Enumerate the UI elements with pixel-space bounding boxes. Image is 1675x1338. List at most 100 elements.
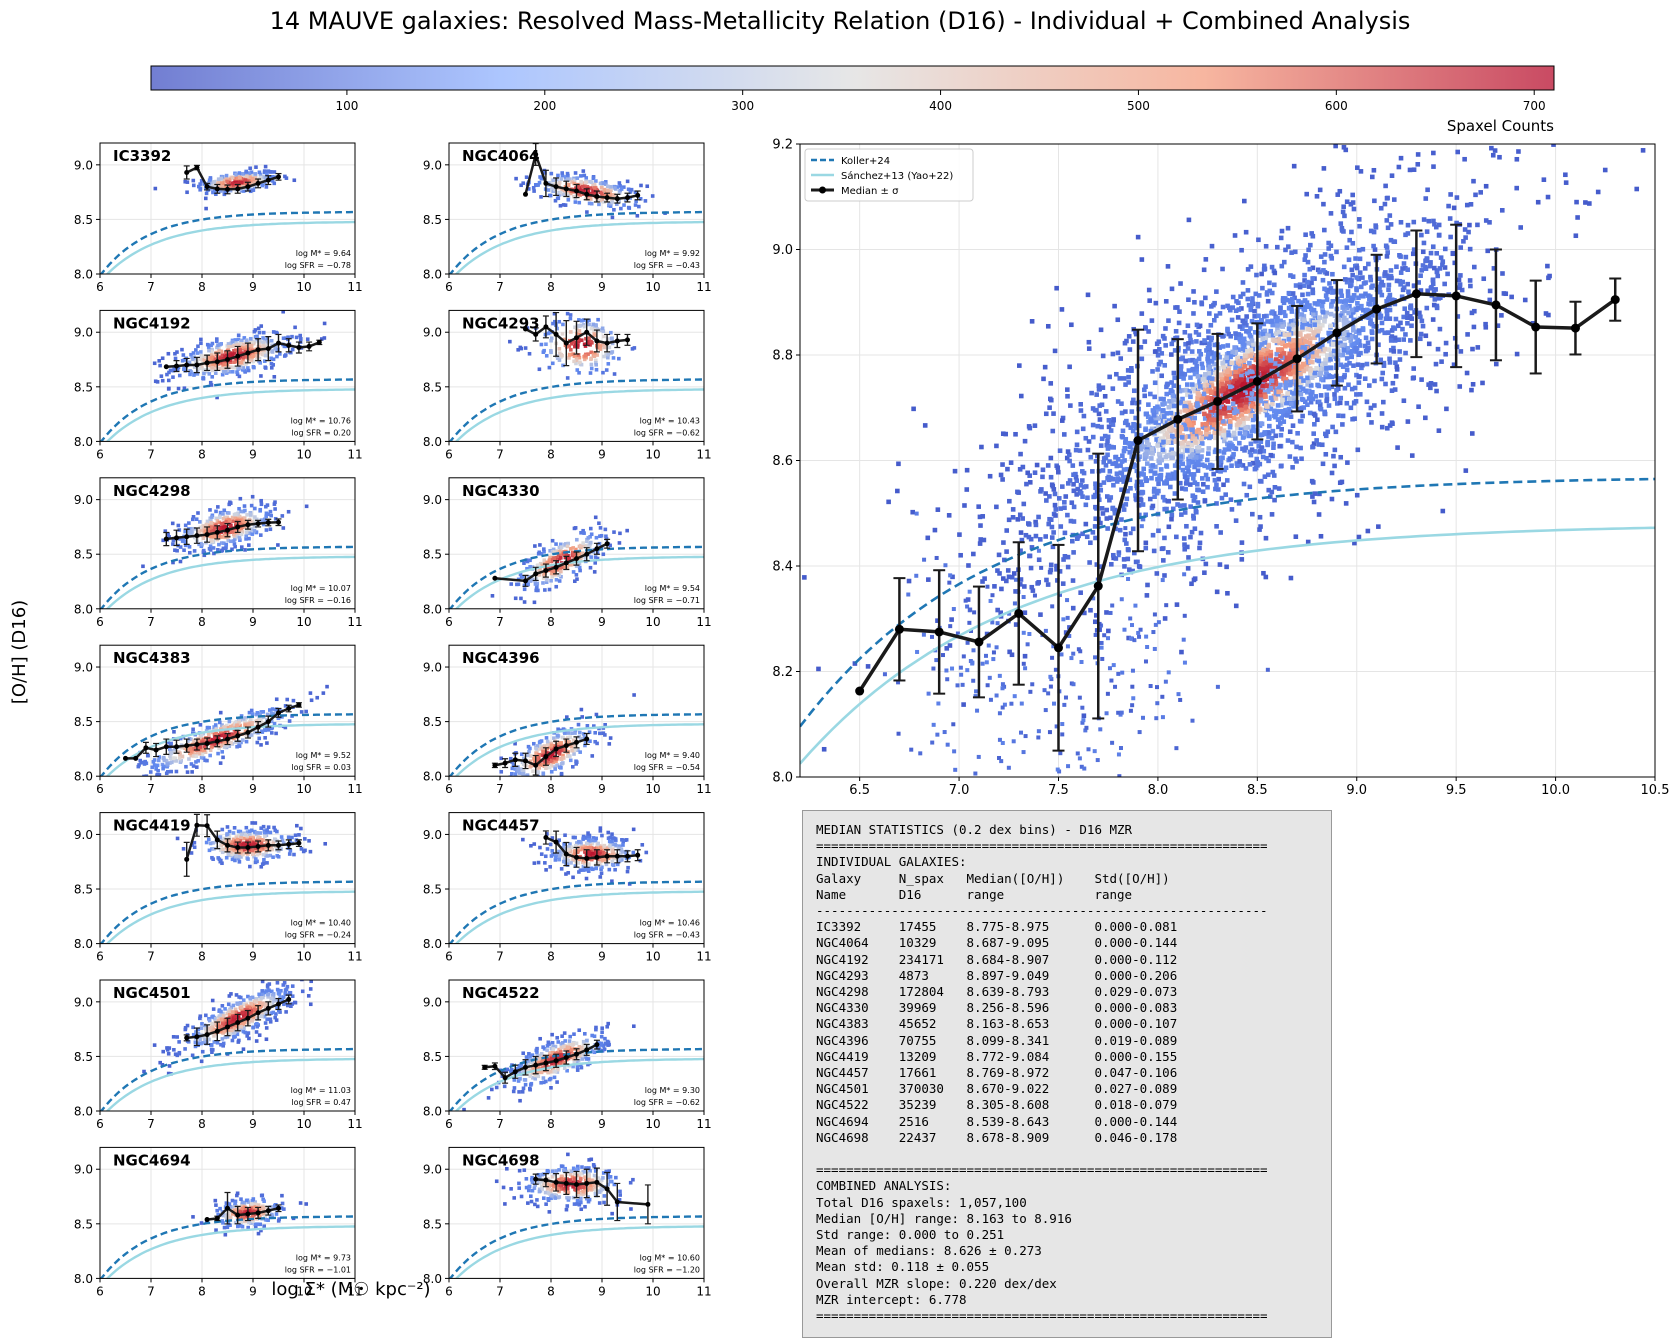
spaxel-point (587, 544, 592, 549)
spaxel-point (256, 835, 261, 839)
median-point (533, 331, 539, 337)
spaxel-point (591, 846, 596, 851)
spaxel-point (225, 723, 229, 728)
median-point (163, 536, 169, 542)
spaxel-point (238, 528, 242, 533)
spaxel-point (608, 543, 612, 548)
spaxel-point (572, 181, 576, 186)
median-point (265, 1005, 271, 1011)
spaxel-point (521, 1086, 526, 1091)
spaxel-point (533, 1076, 538, 1081)
spaxel-point (220, 353, 225, 358)
spaxel-point (208, 544, 213, 549)
spaxel-point (235, 512, 240, 516)
spaxel-point (610, 862, 615, 867)
spaxel-point (529, 754, 533, 758)
spaxel-point (303, 848, 307, 853)
spaxel-point (201, 756, 206, 760)
y-tick-label: 8.0 (74, 770, 93, 784)
spaxel-point (572, 1060, 577, 1065)
spaxel-point (547, 1077, 552, 1082)
spaxel-point (545, 847, 550, 851)
median-point (255, 347, 261, 353)
spaxel-point (161, 538, 165, 543)
spaxel-point (181, 353, 186, 357)
spaxel-point (242, 1020, 247, 1025)
spaxel-point (277, 846, 282, 850)
median-point (306, 343, 312, 349)
spaxel-point (615, 862, 620, 867)
spaxel-point (227, 829, 232, 834)
spaxel-point (243, 836, 247, 841)
spaxel-point (204, 522, 209, 527)
spaxel-point (261, 330, 266, 335)
spaxel-point (251, 173, 256, 178)
spaxel-point (240, 345, 245, 349)
median-point (492, 762, 498, 768)
spaxel-point (568, 313, 573, 317)
spaxel-point (277, 988, 282, 993)
spaxel-point (157, 773, 162, 777)
spaxel-point (203, 196, 208, 201)
spaxel-point (263, 164, 268, 169)
spaxel-point (588, 843, 593, 848)
spaxel-point (189, 352, 193, 357)
spaxel-point (235, 723, 239, 727)
spaxel-point (617, 356, 621, 361)
spaxel-point (269, 361, 274, 366)
spaxel-point (187, 545, 192, 549)
spaxel-point (237, 514, 242, 519)
spaxel-point (559, 1045, 564, 1050)
spaxel-point (563, 747, 568, 752)
spaxel-point (244, 342, 249, 347)
spaxel-point (188, 746, 193, 750)
spaxel-point (195, 351, 200, 355)
y-tick-label: 8.0 (423, 937, 442, 951)
spaxel-point (614, 202, 619, 206)
spaxel-point (253, 178, 258, 183)
spaxel-point (227, 370, 231, 374)
spaxel-point (580, 860, 585, 865)
median-point (594, 193, 600, 199)
median-point (235, 186, 241, 192)
spaxel-point (536, 1061, 540, 1066)
spaxel-point (576, 343, 580, 347)
spaxel-point (547, 1051, 552, 1055)
median-point (584, 329, 590, 335)
x-tick-label: 8 (198, 1117, 206, 1131)
spaxel-point (551, 1045, 556, 1049)
spaxel-point (591, 189, 596, 193)
spaxel-point (260, 989, 265, 993)
spaxel-point (248, 512, 253, 517)
spaxel-point (185, 180, 190, 184)
spaxel-point (253, 328, 258, 332)
spaxel-point (534, 755, 539, 759)
spaxel-point (291, 698, 296, 703)
spaxel-point (229, 344, 234, 349)
spaxel-point (263, 1012, 268, 1016)
spaxel-point (208, 176, 213, 180)
spaxel-point (222, 178, 226, 182)
spaxel-point (222, 527, 226, 532)
spaxel-point (259, 374, 263, 378)
spaxel-point (583, 740, 588, 744)
spaxel-point (168, 368, 173, 373)
spaxel-point (582, 324, 587, 329)
spaxel-point (207, 848, 212, 853)
spaxel-point (579, 362, 584, 367)
spaxel-point (537, 367, 542, 372)
spaxel-point (155, 380, 160, 384)
spaxel-point (606, 856, 611, 861)
spaxel-point (602, 334, 606, 339)
spaxel-point (548, 1054, 553, 1058)
x-tick-label: 7 (496, 447, 504, 461)
spaxel-point (578, 730, 582, 735)
spaxel-point (556, 554, 561, 559)
spaxel-point (562, 848, 567, 852)
spaxel-point (545, 739, 550, 744)
spaxel-point (586, 869, 591, 873)
spaxel-point (230, 181, 234, 186)
spaxel-point (259, 498, 263, 503)
spaxel-point (575, 368, 580, 372)
